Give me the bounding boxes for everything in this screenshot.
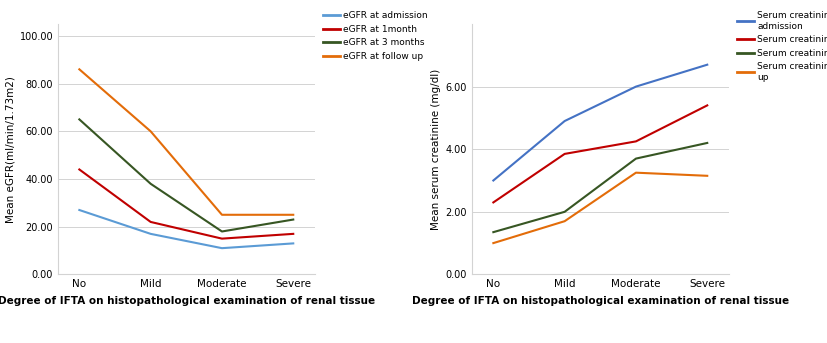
eGFR at 1month xyxy=(217,237,227,241)
Serum creatinine at
admission xyxy=(488,178,498,182)
Serum creatinine at follow
up xyxy=(630,170,640,175)
eGFR at 1month xyxy=(288,232,298,236)
X-axis label: Degree of IFTA on histopathological examination of renal tissue: Degree of IFTA on histopathological exam… xyxy=(411,296,788,306)
Line: eGFR at 1month: eGFR at 1month xyxy=(79,169,293,239)
eGFR at admission xyxy=(146,232,155,236)
Serum creatinine at follow
up xyxy=(701,174,711,178)
eGFR at admission xyxy=(217,246,227,250)
Serum creatinine at
admission xyxy=(701,63,711,67)
Serum creatinine at 1mon… xyxy=(488,200,498,204)
Serum creatinine at follow
up xyxy=(488,241,498,245)
eGFR at 3 months xyxy=(74,117,84,121)
eGFR at follow up xyxy=(288,213,298,217)
eGFR at 3 months xyxy=(217,229,227,234)
eGFR at follow up xyxy=(74,67,84,71)
Line: Serum creatinine at 1mon…: Serum creatinine at 1mon… xyxy=(493,105,706,202)
Serum creatinine at 1mon… xyxy=(630,139,640,143)
Serum creatinine at 1mon… xyxy=(559,152,569,156)
Line: Serum creatinine at follow
up: Serum creatinine at follow up xyxy=(493,173,706,243)
Serum creatinine at 3mon… xyxy=(559,210,569,214)
Serum creatinine at 1mon… xyxy=(701,103,711,107)
Y-axis label: Mean eGFR(ml/min/1.73m2): Mean eGFR(ml/min/1.73m2) xyxy=(5,76,15,223)
Legend: eGFR at admission, eGFR at 1month, eGFR at 3 months, eGFR at follow up: eGFR at admission, eGFR at 1month, eGFR … xyxy=(323,11,428,61)
Serum creatinine at 3mon… xyxy=(630,156,640,161)
Serum creatinine at 3mon… xyxy=(488,230,498,234)
Serum creatinine at
admission xyxy=(630,85,640,89)
Line: Serum creatinine at 3mon…: Serum creatinine at 3mon… xyxy=(493,143,706,232)
Line: Serum creatinine at
admission: Serum creatinine at admission xyxy=(493,65,706,180)
eGFR at follow up xyxy=(217,213,227,217)
Legend: Serum creatinine at
admission, Serum creatinine at 1mon…, Serum creatinine at 3m: Serum creatinine at admission, Serum cre… xyxy=(736,11,827,82)
eGFR at 3 months xyxy=(288,217,298,222)
Serum creatinine at 3mon… xyxy=(701,141,711,145)
X-axis label: Degree of IFTA on histopathological examination of renal tissue: Degree of IFTA on histopathological exam… xyxy=(0,296,375,306)
Serum creatinine at follow
up xyxy=(559,219,569,223)
Line: eGFR at follow up: eGFR at follow up xyxy=(79,69,293,215)
eGFR at 1month xyxy=(74,167,84,172)
eGFR at 1month xyxy=(146,220,155,224)
Line: eGFR at 3 months: eGFR at 3 months xyxy=(79,119,293,232)
eGFR at 3 months xyxy=(146,182,155,186)
eGFR at admission xyxy=(74,208,84,212)
Y-axis label: Mean serum creatinine (mg/dl): Mean serum creatinine (mg/dl) xyxy=(431,69,441,230)
Line: eGFR at admission: eGFR at admission xyxy=(79,210,293,248)
Serum creatinine at
admission xyxy=(559,119,569,123)
eGFR at follow up xyxy=(146,129,155,133)
eGFR at admission xyxy=(288,241,298,246)
